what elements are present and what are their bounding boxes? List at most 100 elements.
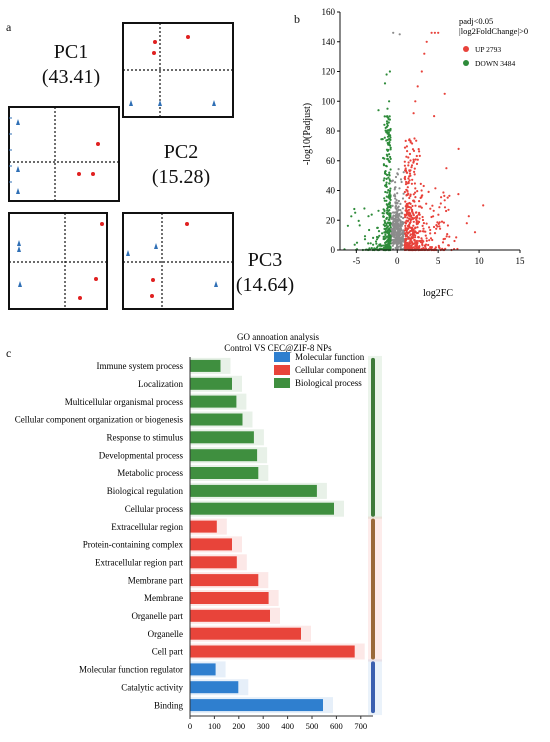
go-bar bbox=[190, 681, 239, 694]
volcano-point bbox=[353, 243, 356, 246]
volcano-point bbox=[419, 182, 422, 185]
go-chart-subtitle: Control VS CEC@ZIF-8 NPs bbox=[224, 343, 332, 353]
go-category-label: Metabolic process bbox=[117, 468, 183, 478]
volcano-point bbox=[401, 212, 404, 215]
volcano-point bbox=[405, 202, 409, 206]
volcano-point bbox=[387, 234, 390, 237]
volcano-point bbox=[445, 167, 448, 170]
volcano-axes: 0 20 40 60 80 100 120 140 160 -5 0 5 10 15 bbox=[322, 7, 526, 266]
volcano-point bbox=[391, 244, 394, 247]
volcano-point bbox=[443, 92, 446, 95]
go-category-label: Binding bbox=[154, 700, 184, 710]
volcano-point bbox=[448, 235, 451, 238]
panel-label-a: a bbox=[6, 20, 12, 34]
volcano-point bbox=[387, 143, 390, 146]
volcano-point bbox=[401, 238, 404, 241]
volcano-x-axis-label: log2FC bbox=[423, 288, 453, 299]
volcano-point bbox=[355, 241, 359, 244]
volcano-point bbox=[403, 216, 407, 219]
pca-point-blue bbox=[214, 281, 218, 287]
volcano-point bbox=[406, 219, 410, 222]
volcano-point bbox=[388, 212, 391, 215]
pca-axis-ticks bbox=[9, 117, 12, 183]
volcano-point bbox=[424, 243, 428, 246]
volcano-x-tick-label: -5 bbox=[353, 256, 361, 266]
volcano-point bbox=[385, 73, 388, 76]
volcano-point bbox=[418, 150, 421, 153]
pca-point-red bbox=[91, 172, 95, 176]
volcano-point bbox=[441, 247, 444, 250]
volcano-point bbox=[398, 33, 401, 36]
volcano-x-tick-label: 5 bbox=[436, 256, 441, 266]
pc1-label: PC1 bbox=[53, 41, 89, 63]
volcano-point bbox=[383, 170, 387, 174]
pca-point-blue bbox=[16, 119, 20, 125]
pc1-title: PC1 (43.41) bbox=[26, 40, 116, 90]
volcano-point bbox=[436, 225, 439, 228]
volcano-point bbox=[384, 228, 387, 231]
volcano-point bbox=[409, 159, 412, 162]
volcano-point bbox=[353, 207, 356, 211]
volcano-point bbox=[388, 190, 391, 193]
volcano-point bbox=[429, 237, 433, 240]
volcano-point bbox=[402, 230, 405, 233]
volcano-point bbox=[391, 234, 394, 237]
volcano-point bbox=[395, 199, 398, 202]
pc2-value: (15.28) bbox=[151, 166, 211, 188]
volcano-point bbox=[379, 247, 382, 250]
volcano-point bbox=[410, 208, 413, 211]
volcano-point bbox=[373, 247, 376, 250]
volcano-point bbox=[413, 173, 416, 176]
volcano-point bbox=[412, 149, 416, 152]
volcano-point bbox=[404, 200, 407, 203]
volcano-point bbox=[404, 209, 407, 212]
go-group-bracket bbox=[371, 661, 375, 714]
volcano-point bbox=[414, 241, 417, 244]
volcano-point bbox=[394, 186, 397, 189]
volcano-point bbox=[416, 214, 419, 218]
volcano-point bbox=[389, 226, 392, 229]
pca-point-blue bbox=[126, 250, 130, 256]
volcano-point bbox=[402, 217, 405, 220]
go-bar bbox=[190, 449, 258, 462]
volcano-point bbox=[387, 203, 390, 206]
volcano-point bbox=[407, 181, 410, 185]
go-category-label: Immune system process bbox=[97, 361, 184, 371]
volcano-point bbox=[447, 208, 450, 211]
volcano-point bbox=[354, 211, 357, 214]
pca-point-blue bbox=[16, 166, 20, 172]
volcano-point bbox=[395, 204, 398, 208]
volcano-point bbox=[393, 188, 396, 191]
volcano-point bbox=[443, 206, 447, 209]
volcano-point bbox=[386, 138, 389, 141]
pca-point-red bbox=[153, 40, 157, 44]
volcano-point bbox=[418, 239, 421, 243]
go-chart-title: GO annoation analysis bbox=[237, 332, 319, 342]
volcano-point bbox=[414, 211, 418, 214]
volcano-point bbox=[442, 191, 445, 194]
volcano-point bbox=[385, 211, 388, 214]
go-category-label: Organelle bbox=[148, 629, 183, 639]
go-bars: Immune system process Localization Multice… bbox=[15, 357, 365, 714]
volcano-point bbox=[429, 246, 432, 249]
volcano-point bbox=[394, 181, 397, 184]
volcano-point bbox=[418, 200, 421, 203]
volcano-point bbox=[412, 213, 415, 216]
volcano-point bbox=[403, 164, 406, 167]
volcano-point bbox=[383, 177, 386, 180]
volcano-point bbox=[375, 242, 378, 245]
volcano-point bbox=[408, 217, 411, 220]
volcano-point bbox=[420, 237, 423, 240]
volcano-point bbox=[396, 222, 399, 225]
volcano-point bbox=[391, 216, 394, 219]
volcano-point bbox=[410, 164, 414, 167]
volcano-point bbox=[412, 220, 415, 223]
volcano-point bbox=[404, 214, 407, 217]
go-category-label: Multicellular organismal process bbox=[65, 397, 184, 407]
volcano-point bbox=[389, 168, 392, 171]
go-legend-label: Cellular component bbox=[295, 365, 367, 375]
volcano-point bbox=[416, 85, 419, 88]
go-bar bbox=[190, 645, 355, 658]
volcano-legend: padj<0.05 |log2FoldChange|>0 UP 2793 DOW… bbox=[459, 16, 528, 68]
go-x-tick-label: 600 bbox=[330, 721, 343, 731]
